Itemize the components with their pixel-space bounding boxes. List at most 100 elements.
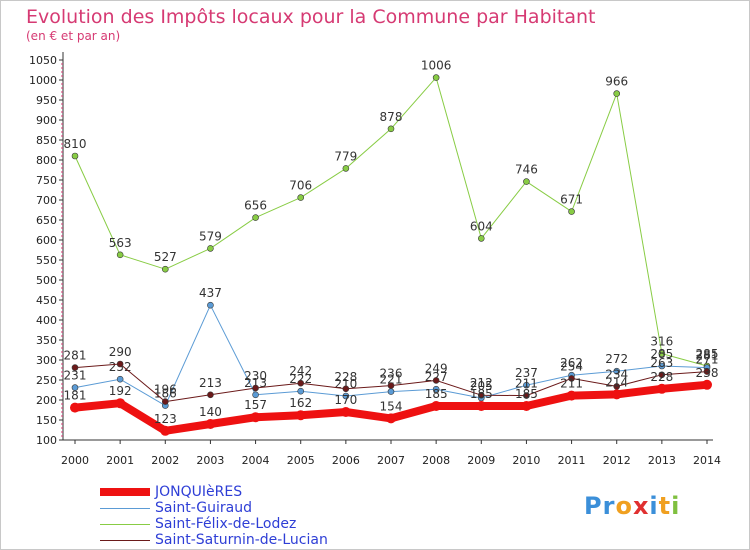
data-point-2 <box>207 391 214 399</box>
data-label-3: 123 <box>154 412 177 426</box>
data-point-0 <box>297 194 305 201</box>
y-tick-label: 550 <box>36 254 57 267</box>
x-tick-label: 2003 <box>196 454 224 467</box>
logo-letter: P <box>584 492 603 520</box>
data-label-2: 211 <box>515 377 538 391</box>
data-point-1 <box>387 388 395 395</box>
data-point-1 <box>658 362 666 370</box>
x-tick-label: 2002 <box>151 454 179 467</box>
data-point-2 <box>658 371 666 379</box>
y-tick-label: 300 <box>36 354 57 367</box>
data-label-2: 249 <box>425 361 448 375</box>
data-point-0 <box>116 251 124 259</box>
data-label-0: 527 <box>154 250 177 264</box>
data-point-2 <box>161 398 169 405</box>
x-tick-label: 2004 <box>242 454 270 467</box>
legend-label: Saint-Saturnin-de-Lucian <box>155 532 328 548</box>
data-label-2: 213 <box>199 376 222 390</box>
data-point-3 <box>611 389 622 400</box>
data-point-1 <box>71 384 79 391</box>
data-point-3 <box>566 390 577 401</box>
data-point-1 <box>297 387 305 395</box>
data-label-3: 157 <box>244 398 267 412</box>
y-tick-label: 950 <box>36 94 57 107</box>
x-tick-label: 2008 <box>422 454 450 467</box>
y-tick-label: 650 <box>36 214 57 227</box>
y-tick-label: 350 <box>36 334 57 347</box>
data-label-2: 212 <box>470 376 493 390</box>
data-label-3: 185 <box>515 387 538 401</box>
data-point-0 <box>477 235 485 242</box>
data-point-2 <box>297 379 305 387</box>
y-tick-label: 250 <box>36 374 57 387</box>
data-label-0: 746 <box>515 163 538 177</box>
x-tick-label: 2006 <box>332 454 360 467</box>
data-label-0: 604 <box>470 219 493 233</box>
data-label-2: 271 <box>696 353 719 367</box>
legend-label: Saint-Guiraud <box>155 500 252 516</box>
data-label-3: 181 <box>64 389 87 403</box>
x-tick-label: 2001 <box>106 454 134 467</box>
data-point-2 <box>432 377 440 384</box>
data-point-1 <box>207 301 214 309</box>
data-point-1 <box>432 385 440 393</box>
data-label-0: 671 <box>560 193 583 207</box>
data-point-0 <box>387 125 395 133</box>
data-point-3 <box>205 419 216 429</box>
y-tick-label: 800 <box>36 154 57 167</box>
data-label-2: 234 <box>605 367 628 381</box>
x-tick-label: 2000 <box>61 454 89 467</box>
data-point-1 <box>613 367 621 375</box>
data-label-0: 285 <box>696 347 719 361</box>
data-label-1: 281 <box>696 349 719 363</box>
data-point-0 <box>523 178 530 185</box>
y-tick-label: 400 <box>36 314 57 327</box>
data-label-3: 238 <box>696 366 719 380</box>
data-label-0: 706 <box>289 179 312 193</box>
data-point-3 <box>340 407 351 417</box>
data-point-2 <box>71 364 79 371</box>
chart-subtitle: (en € et par an) <box>26 29 121 43</box>
data-label-0: 878 <box>380 110 403 124</box>
data-label-1: 221 <box>380 373 403 387</box>
y-tick-label: 100 <box>36 434 57 447</box>
data-point-2 <box>387 382 395 389</box>
y-tick-label: 1000 <box>29 74 57 87</box>
x-tick-label: 2013 <box>648 454 676 467</box>
data-label-0: 579 <box>199 229 222 243</box>
data-point-1 <box>116 375 124 383</box>
data-label-0: 563 <box>109 236 132 250</box>
data-point-2 <box>568 375 575 382</box>
x-tick-label: 2010 <box>512 454 540 467</box>
logo-letter: x <box>632 492 650 520</box>
data-point-3 <box>702 379 712 390</box>
data-label-3: 154 <box>380 399 403 413</box>
y-tick-label: 750 <box>36 174 57 187</box>
data-label-1: 213 <box>244 376 267 390</box>
x-tick-label: 2014 <box>693 454 721 467</box>
data-point-0 <box>71 152 79 160</box>
data-point-3 <box>386 413 396 424</box>
data-label-2: 290 <box>109 345 132 359</box>
data-point-2 <box>342 385 350 393</box>
legend-swatch <box>100 524 150 525</box>
data-label-1: 262 <box>560 356 583 370</box>
y-tick-label: 150 <box>36 414 57 427</box>
data-label-0: 1006 <box>421 59 452 73</box>
logo-letter: r <box>602 492 616 520</box>
y-tick-label: 500 <box>36 274 57 287</box>
data-label-2: 236 <box>380 367 403 381</box>
data-label-0: 316 <box>650 335 673 349</box>
legend-swatch <box>100 508 150 509</box>
y-tick-label: 450 <box>36 294 57 307</box>
logo-letter: t <box>658 492 672 520</box>
data-label-3: 228 <box>650 370 673 384</box>
data-label-0: 656 <box>244 199 267 213</box>
data-label-1: 285 <box>650 347 673 361</box>
y-tick-label: 1050 <box>29 54 57 67</box>
data-point-0 <box>161 265 169 273</box>
y-tick-label: 200 <box>36 394 57 407</box>
data-label-1: 210 <box>334 377 357 391</box>
data-point-2 <box>523 392 530 399</box>
